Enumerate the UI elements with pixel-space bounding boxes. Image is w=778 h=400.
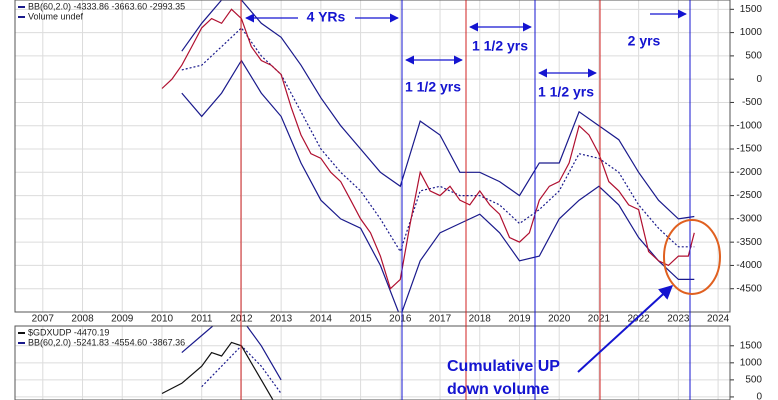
upper-panel: 2007 2008 2009 2010 2011 2012 2013 2014 2015 2016… bbox=[14, 0, 763, 325]
x-tick-label: 2010 bbox=[151, 314, 174, 325]
y-tick-label: 0 bbox=[756, 74, 762, 85]
x-tick-label: 2017 bbox=[429, 314, 452, 325]
annotation: 4 YRs bbox=[307, 9, 346, 25]
y-tick-label: 1500 bbox=[740, 4, 763, 15]
series-line bbox=[161, 341, 274, 400]
y-tick-label: 500 bbox=[745, 51, 762, 62]
y-tick-label: 0 bbox=[756, 392, 762, 400]
y-tick-label: -2500 bbox=[736, 190, 762, 201]
y-tick-label: -4000 bbox=[736, 260, 762, 271]
x-tick-label: 2016 bbox=[389, 314, 412, 325]
y-tick-label: 1000 bbox=[740, 357, 763, 368]
legend-label: BB(60,2.0) -5241.83 -4554.60 -3867.36 bbox=[28, 337, 185, 347]
y-tick-label: -3000 bbox=[736, 214, 762, 225]
x-tick-label: 2009 bbox=[111, 314, 134, 325]
x-tick-label: 2022 bbox=[628, 314, 651, 325]
y-tick-label: 500 bbox=[745, 375, 762, 386]
x-tick-label: 2019 bbox=[508, 314, 531, 325]
plot-border bbox=[14, 325, 731, 400]
x-tick-label: 2012 bbox=[230, 314, 253, 325]
x-tick-label: 2024 bbox=[707, 314, 730, 325]
x-tick-label: 2015 bbox=[349, 314, 372, 325]
legend-label: BB(60,2.0) -4333.86 -3663.60 -2993.35 bbox=[28, 1, 185, 11]
x-tick-label: 2021 bbox=[588, 314, 611, 325]
annotation: 1 1/2 yrs bbox=[405, 79, 461, 95]
plot-background bbox=[15, 0, 730, 312]
y-tick-label: -1500 bbox=[736, 144, 762, 155]
annotation: Cumulative UP bbox=[447, 358, 560, 375]
x-tick-label: 2018 bbox=[469, 314, 492, 325]
series-line bbox=[181, 0, 695, 220]
y-tick-label: -3500 bbox=[736, 237, 762, 248]
annotation-layer: 4 YRs 1 1/2 yrs 1 1/2 yrs 1 1/2 yrs 2 yr… bbox=[240, 0, 721, 400]
y-tick-label: -4500 bbox=[736, 283, 762, 294]
x-tick-label: 2008 bbox=[71, 314, 94, 325]
y-tick-label: -500 bbox=[742, 97, 762, 108]
y-tick-label: 1000 bbox=[740, 27, 763, 38]
series-line bbox=[161, 8, 695, 290]
annotation: down volume bbox=[447, 381, 549, 398]
annotation: 1 1/2 yrs bbox=[538, 84, 594, 100]
x-tick-label: 2014 bbox=[310, 314, 333, 325]
series-line bbox=[181, 326, 282, 381]
y-tick-label: -2000 bbox=[736, 167, 762, 178]
annotation: 1 1/2 yrs bbox=[472, 38, 528, 54]
x-tick-label: 2013 bbox=[270, 314, 293, 325]
series-line bbox=[181, 26, 695, 253]
x-tick-label: 2023 bbox=[667, 314, 690, 325]
x-tick-label: 2007 bbox=[32, 314, 55, 325]
annotation: 2 yrs bbox=[628, 33, 661, 49]
x-tick-label: 2011 bbox=[191, 314, 213, 325]
series-group bbox=[161, 0, 695, 312]
plot-border bbox=[14, 0, 731, 313]
legend-label: Volume undef bbox=[28, 11, 84, 21]
highlight-circle bbox=[663, 219, 721, 295]
series-line bbox=[181, 59, 695, 312]
y-tick-label: -1000 bbox=[736, 120, 762, 131]
pointer-arrow bbox=[577, 285, 674, 373]
x-tick-label: 2020 bbox=[548, 314, 571, 325]
y-tick-label: 1500 bbox=[740, 340, 763, 351]
legend-label: $GDXUDP -4470.19 bbox=[28, 327, 109, 337]
